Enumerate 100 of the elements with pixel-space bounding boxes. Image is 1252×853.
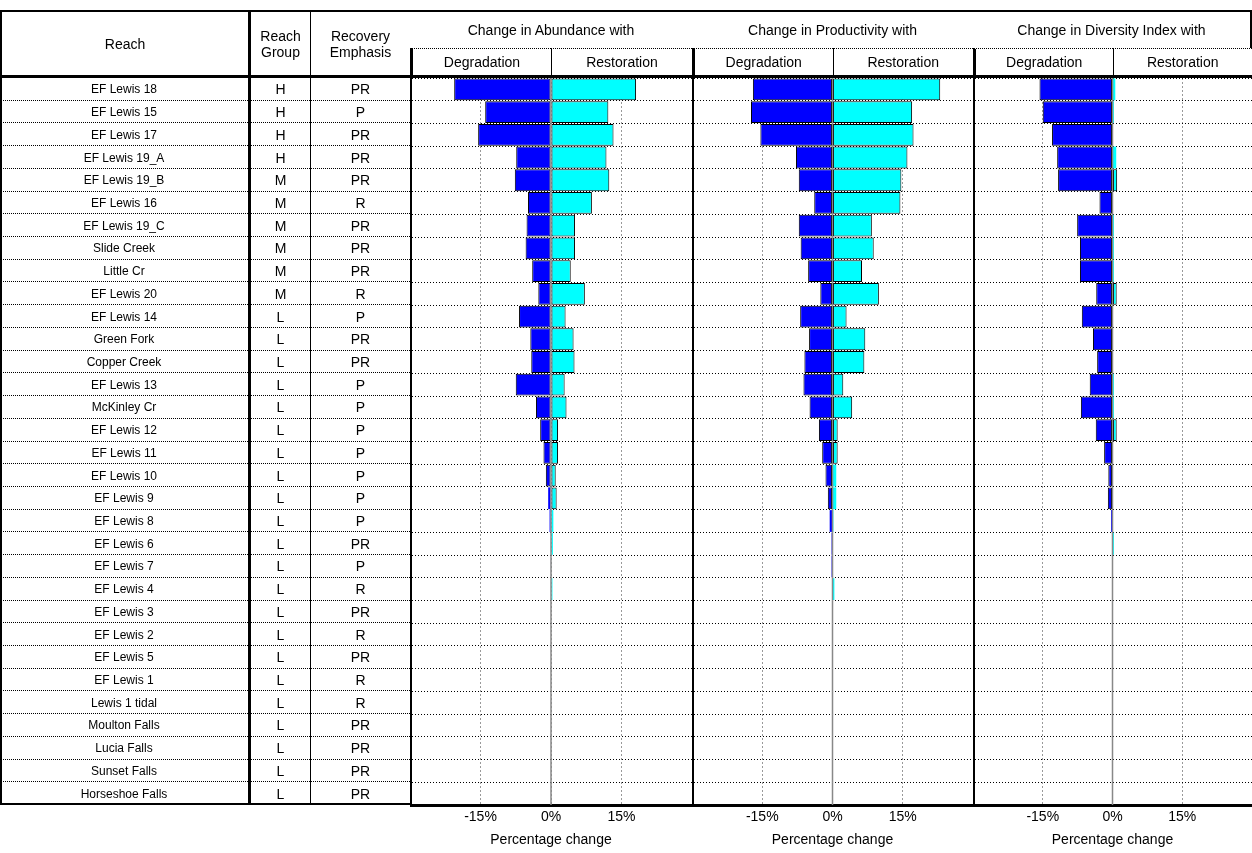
category-label: EF Lewis 4 (93, 581, 155, 599)
x-axis-title: Percentage change (1051, 831, 1174, 848)
text: PR (310, 214, 410, 238)
text: L (248, 714, 310, 737)
text: L (248, 555, 310, 578)
text: M (248, 282, 310, 306)
text: PR (310, 259, 410, 283)
text: H (248, 78, 310, 101)
category-label: EF Lewis 6 (93, 535, 155, 553)
category-label: EF Lewis 16 (90, 194, 158, 212)
text: P (310, 100, 410, 124)
category-label: EF Lewis 12 (90, 422, 158, 440)
category-label: Slide Creek (92, 240, 156, 258)
text: L (248, 418, 310, 442)
x-tick-label: 15% (1168, 808, 1197, 825)
series-label: Restoration (832, 48, 973, 78)
text: L (248, 373, 310, 397)
text: L (248, 782, 310, 805)
text: P (310, 418, 410, 442)
series-label: Degradation (692, 48, 833, 78)
category-label: Horseshoe Falls (79, 785, 169, 803)
text: PR (310, 782, 410, 805)
chart-title: Change in Abundance with (410, 10, 692, 48)
series-label: Degradation (410, 48, 551, 78)
category-label: EF Lewis 14 (90, 308, 158, 326)
x-tick-label: -15% (745, 808, 779, 825)
text: L (248, 441, 310, 465)
category-label: Lewis 1 tidal (89, 694, 158, 712)
text: P (310, 555, 410, 578)
text: L (248, 577, 310, 601)
text: R (310, 668, 410, 692)
text: PR (310, 78, 410, 101)
text: P (310, 486, 410, 510)
text: L (248, 645, 310, 669)
text: PR (310, 714, 410, 737)
text: PR (310, 600, 410, 624)
category-label: EF Lewis 13 (90, 376, 158, 394)
x-tick-label: -15% (464, 808, 497, 825)
text: L (248, 305, 310, 328)
text: L (248, 691, 310, 715)
category-label: EF Lewis 19_A (82, 149, 166, 167)
text: L (248, 668, 310, 692)
category-label: Moulton Falls (87, 717, 161, 735)
text: L (248, 532, 310, 556)
text: P (310, 373, 410, 397)
text: PR (310, 123, 410, 147)
category-label: EF Lewis 17 (90, 126, 158, 144)
text: PR (310, 237, 410, 260)
category-label: EF Lewis 18 (90, 81, 158, 99)
text: PR (310, 759, 410, 783)
x-axis-title: Percentage change (490, 831, 612, 848)
series-label: Restoration (551, 48, 692, 78)
text: L (248, 736, 310, 760)
category-label: EF Lewis 20 (90, 285, 158, 303)
text: PR (310, 350, 410, 374)
text: R (310, 577, 410, 601)
category-label: EF Lewis 11 (90, 444, 158, 462)
x-axis-title: Percentage change (771, 831, 894, 848)
text: M (248, 259, 310, 283)
category-label: McKinley Cr (90, 399, 158, 417)
text: H (248, 146, 310, 169)
category-label: EF Lewis 19_C (82, 217, 166, 235)
category-label: Lucia Falls (94, 740, 154, 758)
category-label: Copper Creek (85, 354, 163, 371)
category-label: EF Lewis 19_B (82, 172, 166, 190)
text: PR (310, 532, 410, 556)
text: H (248, 100, 310, 124)
text: P (310, 396, 410, 419)
text: M (248, 237, 310, 260)
category-label: EF Lewis 9 (93, 490, 155, 508)
text: L (248, 623, 310, 646)
text: PR (310, 168, 410, 192)
x-tick-label: 0% (540, 808, 562, 825)
text: M (248, 191, 310, 215)
text: M (248, 168, 310, 192)
text: M (248, 214, 310, 238)
text: L (248, 327, 310, 351)
text: L (248, 486, 310, 510)
x-tick-label: -15% (1026, 808, 1060, 825)
category-label: EF Lewis 8 (93, 513, 155, 530)
category-label: EF Lewis 2 (93, 626, 155, 644)
text: PR (310, 645, 410, 669)
category-label: Sunset Falls (90, 762, 158, 780)
text: PR (310, 736, 410, 760)
text: L (248, 464, 310, 487)
chart-title: Change in Productivity with (692, 10, 973, 48)
text: Reach (0, 10, 248, 78)
x-tick-label: 15% (607, 808, 636, 825)
text: L (248, 600, 310, 624)
x-tick-label: 0% (822, 808, 843, 825)
series-label: Degradation (973, 48, 1113, 78)
category-label: Green Fork (92, 331, 156, 349)
category-label: EF Lewis 7 (93, 558, 155, 576)
x-tick-label: 15% (888, 808, 917, 825)
category-label: EF Lewis 5 (93, 649, 155, 667)
x-tick-label: 0% (1102, 808, 1123, 825)
text: P (310, 464, 410, 487)
category-label: EF Lewis 10 (90, 467, 158, 485)
text: P (310, 509, 410, 533)
text: R (310, 191, 410, 215)
